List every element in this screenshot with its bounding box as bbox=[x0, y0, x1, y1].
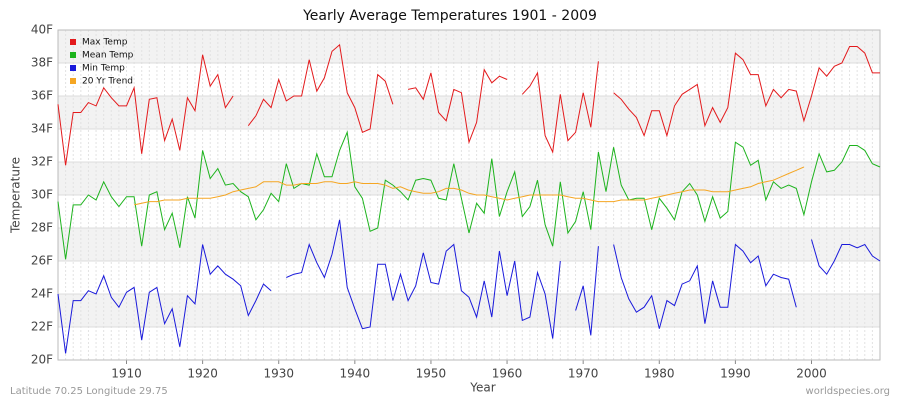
x-tick-label: 1910 bbox=[111, 367, 142, 381]
y-tick-label: 24F bbox=[31, 287, 53, 301]
y-tick-label: 28F bbox=[31, 221, 53, 235]
legend-label: Max Temp bbox=[82, 38, 128, 48]
y-tick-label: 36F bbox=[31, 89, 53, 103]
legend-label: Min Temp bbox=[82, 64, 125, 74]
series-line bbox=[57, 43, 880, 166]
x-tick-label: 1980 bbox=[644, 367, 675, 381]
y-axis-label: Temperature bbox=[9, 157, 23, 234]
legend-label: 20 Yr Trend bbox=[82, 77, 133, 87]
y-tick-label: 38F bbox=[31, 56, 53, 70]
x-tick-label: 1970 bbox=[568, 367, 599, 381]
x-tick-label: 1960 bbox=[492, 367, 523, 381]
y-tick-label: 20F bbox=[31, 353, 53, 367]
y-tick-label: 40F bbox=[31, 23, 53, 37]
chart-title: Yearly Average Temperatures 1901 - 2009 bbox=[302, 8, 597, 24]
grid-band bbox=[58, 96, 880, 129]
legend-swatch bbox=[70, 39, 76, 45]
x-tick-label: 2000 bbox=[796, 367, 827, 381]
x-tick-label: 1990 bbox=[720, 367, 751, 381]
y-tick-label: 30F bbox=[31, 188, 53, 202]
legend-swatch bbox=[70, 65, 76, 71]
x-tick-label: 1920 bbox=[187, 367, 218, 381]
x-tick-label: 1930 bbox=[263, 367, 294, 381]
source-note: worldspecies.org bbox=[806, 386, 890, 397]
x-tick-label: 1940 bbox=[340, 367, 371, 381]
location-note: Latitude 70.25 Longitude 29.75 bbox=[10, 386, 168, 397]
x-axis-label: Year bbox=[469, 381, 495, 395]
plot-frame bbox=[57, 29, 881, 361]
y-tick-label: 22F bbox=[31, 320, 53, 334]
series-line bbox=[57, 219, 881, 354]
legend-swatch bbox=[70, 52, 76, 58]
x-tick-label: 1950 bbox=[416, 367, 447, 381]
y-tick-label: 34F bbox=[31, 122, 53, 136]
y-tick-label: 32F bbox=[31, 155, 53, 169]
legend-label: Mean Temp bbox=[82, 51, 134, 61]
series-line bbox=[57, 130, 881, 260]
series-line bbox=[133, 166, 805, 206]
legend-swatch bbox=[70, 78, 76, 84]
y-tick-label: 26F bbox=[31, 254, 53, 268]
